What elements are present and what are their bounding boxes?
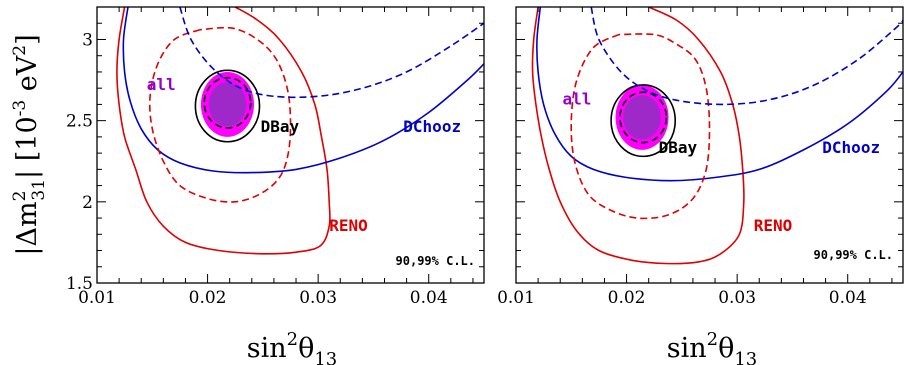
right-label-dchooz: DChooz xyxy=(822,138,880,157)
left-y-tick-label: 2.5 xyxy=(66,112,93,132)
right-label-dbay: DBay xyxy=(659,138,698,157)
left-y-tick-label: 2 xyxy=(82,193,93,213)
right-contours xyxy=(531,7,903,265)
left-curve-labels: all DBay DChooz RENO xyxy=(147,75,461,235)
panel-left: 0.01 0.02 0.03 0.04 1.5 2 2.5 3 all DBay DChooz RE… xyxy=(10,6,485,365)
left-label-dchooz: DChooz xyxy=(403,117,461,136)
left-dbay-90-contour xyxy=(203,76,252,129)
left-label-dbay: DBay xyxy=(261,117,300,136)
right-all-90-contour xyxy=(623,95,661,140)
left-dchooz-99-contour xyxy=(122,7,484,174)
left-y-tick-label: 3 xyxy=(82,30,93,50)
right-label-reno: RENO xyxy=(754,216,793,235)
right-dbay-99-contour xyxy=(610,84,677,158)
right-reno-90-contour xyxy=(570,33,711,220)
right-dchooz-90-contour xyxy=(590,7,903,106)
left-x-tick-label: 0.04 xyxy=(410,288,448,308)
left-frame xyxy=(96,6,485,284)
panel-right: 0.01 0.02 0.03 0.04 all DBay DChooz RENO 90,99… xyxy=(497,6,904,365)
right-x-tick-label: 0.01 xyxy=(497,288,535,308)
right-cl-label: 90,99% C.L. xyxy=(814,248,893,262)
y-axis-title-text: |Δm231| [10-3 eV2] xyxy=(10,34,49,255)
left-ticks: 0.01 0.02 0.03 0.04 1.5 2 2.5 3 xyxy=(66,6,484,308)
left-x-tick-label: 0.03 xyxy=(299,288,337,308)
left-x-tick-label: 0.01 xyxy=(78,288,116,308)
right-x-axis-title: sin2θ13 xyxy=(667,329,758,365)
left-dchooz-90-contour xyxy=(179,7,484,99)
right-x-tick-label: 0.03 xyxy=(718,288,756,308)
right-x-tick-label: 0.04 xyxy=(829,288,867,308)
right-label-all: all xyxy=(562,89,591,108)
right-reno-99-contour xyxy=(531,7,745,265)
right-x-tick-label: 0.02 xyxy=(608,288,646,308)
left-reno-99-contour xyxy=(116,7,331,255)
right-ticks: 0.01 0.02 0.03 0.04 xyxy=(497,6,903,308)
right-curve-labels: all DBay DChooz RENO xyxy=(562,89,880,235)
right-frame xyxy=(515,6,904,284)
left-reno-90-contour xyxy=(148,26,292,203)
left-label-all: all xyxy=(147,75,176,94)
left-contours xyxy=(116,7,484,255)
right-dchooz-99-contour xyxy=(536,7,903,182)
y-axis-title: |Δm231| [10-3 eV2] xyxy=(10,34,49,255)
left-dbay-99-contour xyxy=(194,69,261,143)
left-x-axis-title: sin2θ13 xyxy=(247,329,338,365)
left-y-tick-label: 1.5 xyxy=(66,274,93,294)
right-dbay-90-contour xyxy=(619,91,668,144)
left-cl-label: 90,99% C.L. xyxy=(396,254,475,268)
left-x-tick-label: 0.02 xyxy=(189,288,227,308)
left-all-90-contour xyxy=(208,82,247,127)
left-label-reno: RENO xyxy=(329,216,368,235)
